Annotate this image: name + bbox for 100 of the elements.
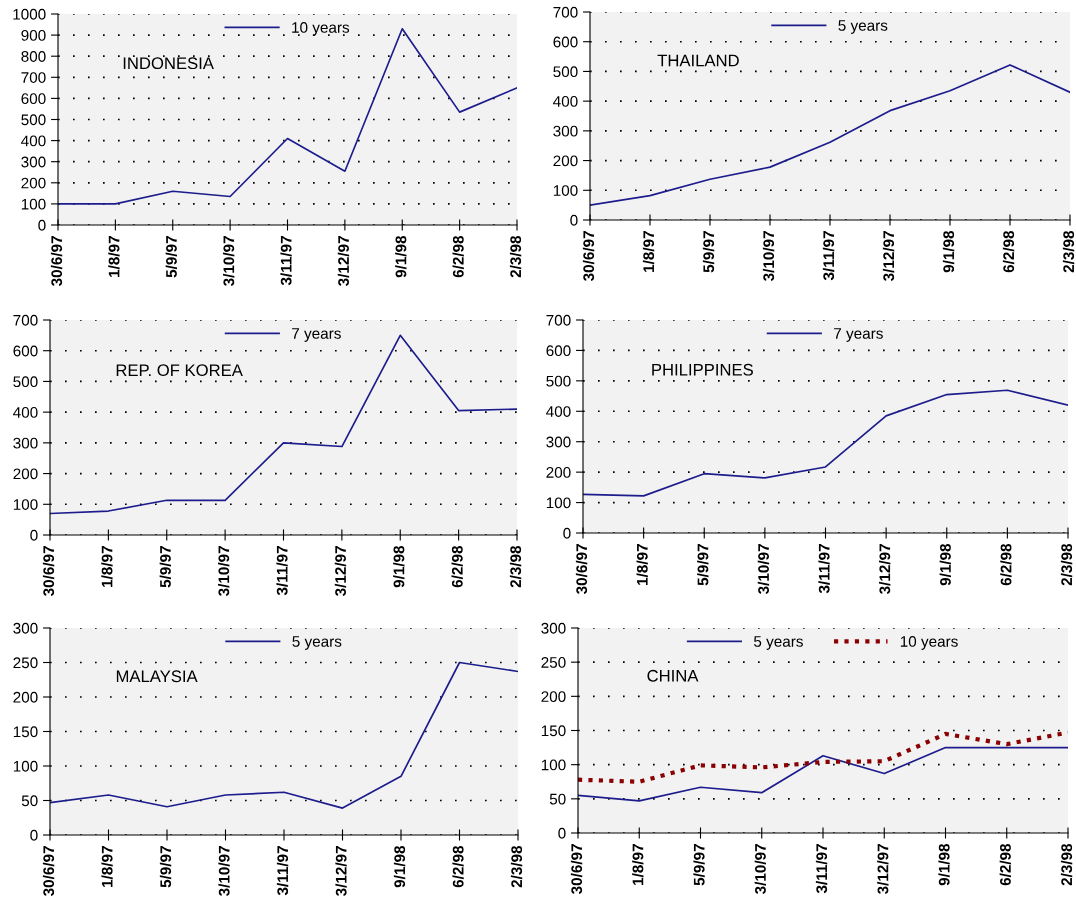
y-tick-label: 600 [21, 93, 46, 105]
x-tick-label: 5/9/97 [165, 236, 178, 278]
x-tick-label: 1/8/97 [101, 846, 113, 887]
x-tick-label: 30/6/97 [582, 231, 595, 282]
x-tick-label: 6/2/98 [999, 843, 1012, 886]
y-tick-label: 500 [553, 66, 578, 78]
legend-label: 7 years [834, 328, 883, 342]
y-tick-label: 400 [13, 407, 38, 418]
text: INDONESIA [123, 57, 214, 70]
y-tick-label: 50 [21, 795, 38, 807]
y-tick-label: 700 [546, 314, 571, 326]
x-tick-label: 3/12/97 [879, 544, 891, 595]
x-tick-label: 3/12/97 [877, 844, 889, 895]
y-tick-label: 200 [13, 691, 38, 703]
x-tick-label: 1/8/97 [642, 231, 655, 272]
x-tick-label: 9/1/98 [393, 545, 405, 588]
x-tick-label: 9/1/98 [939, 543, 952, 586]
y-tick-label: 500 [21, 114, 46, 126]
y-tick-label: 700 [13, 314, 38, 326]
x-tick-label: 3/10/97 [223, 236, 235, 287]
y-tick-label: 600 [13, 345, 38, 357]
y-tick-label: 150 [13, 726, 38, 738]
y-tick-label: 0 [38, 219, 46, 231]
y-tick-label: 100 [541, 759, 566, 771]
line-series [578, 746, 1068, 802]
x-tick-label: 5/9/97 [159, 546, 172, 588]
y-tick-label: 250 [541, 657, 566, 668]
x-tick-label: 9/1/98 [395, 235, 407, 278]
y-tick-label: 700 [21, 72, 46, 83]
x-tick-label: 30/6/97 [42, 546, 55, 597]
x-tick-label: 3/10/97 [218, 846, 230, 897]
x-tick-label: 9/1/98 [942, 230, 955, 273]
y-tick-label: 0 [563, 527, 571, 539]
x-tick-label: 5/9/97 [697, 544, 709, 586]
y-tick-label: 0 [558, 827, 566, 839]
y-tick-label: 300 [21, 156, 46, 168]
y-tick-label: 600 [553, 36, 578, 48]
text: MALAYSIA [116, 670, 198, 683]
x-tick-label: 3/12/97 [882, 231, 895, 282]
y-tick-label: 300 [546, 436, 571, 448]
y-tick-label: 200 [546, 467, 571, 478]
line-series [50, 661, 518, 809]
y-tick-label: 500 [13, 376, 38, 388]
y-tick-label: 400 [21, 135, 46, 147]
x-tick-label: 1/8/97 [101, 546, 113, 587]
y-tick-label: 100 [21, 198, 46, 210]
x-tick-label: 1/8/97 [636, 544, 648, 585]
line-series [583, 389, 1068, 497]
x-tick-label: 2/3/98 [510, 845, 523, 888]
x-tick-label: 1/8/97 [108, 236, 120, 277]
x-tick-label: 2/3/98 [1060, 843, 1073, 886]
y-tick-label: 300 [541, 622, 566, 634]
y-tick-label: 300 [553, 125, 578, 137]
y-tick-label: 50 [549, 793, 566, 805]
legend-label: 10 years [292, 22, 350, 36]
x-tick-label: 1/8/97 [632, 844, 644, 885]
x-tick-label: 5/9/97 [693, 844, 705, 886]
x-tick-label: 2/3/98 [509, 235, 522, 278]
y-tick-label: 0 [30, 529, 38, 541]
y-tick-label: 500 [546, 375, 571, 387]
x-tick-label: 6/2/98 [1002, 230, 1015, 273]
x-tick-label: 3/11/97 [280, 236, 292, 286]
y-tick-label: 400 [553, 96, 578, 107]
x-tick-label: 30/6/97 [42, 846, 55, 897]
y-tick-label: 100 [13, 760, 38, 772]
x-tick-label: 3/11/97 [822, 231, 835, 281]
x-tick-label: 2/3/98 [1060, 543, 1073, 586]
x-tick-label: 3/10/97 [754, 844, 767, 895]
legend-label: 5 years [292, 636, 342, 650]
y-tick-label: 200 [541, 691, 566, 703]
y-tick-label: 1000 [13, 8, 46, 20]
y-tick-label: 0 [30, 829, 38, 841]
x-tick-label: 6/2/98 [1000, 543, 1012, 586]
x-tick-label: 3/11/97 [276, 846, 289, 896]
y-tick-label: 300 [13, 437, 38, 449]
x-tick-label: 6/2/98 [452, 235, 464, 278]
y-tick-label: 100 [13, 499, 38, 510]
y-tick-label: 900 [21, 29, 46, 41]
y-tick-label: 100 [546, 497, 571, 509]
y-tick-label: 100 [553, 185, 578, 196]
y-tick-label: 700 [553, 6, 578, 18]
y-tick-label: 300 [13, 622, 38, 634]
x-tick-label: 5/9/97 [159, 846, 172, 888]
y-tick-label: 600 [546, 345, 571, 357]
x-tick-label: 3/12/97 [334, 546, 347, 597]
x-tick-label: 3/11/97 [276, 546, 288, 596]
x-tick-label: 30/6/97 [50, 236, 63, 287]
x-tick-label: 3/10/97 [762, 231, 775, 282]
y-tick-label: 250 [13, 657, 38, 669]
x-tick-label: 30/6/97 [570, 844, 583, 895]
x-tick-label: 6/2/98 [452, 845, 464, 888]
y-tick-label: 800 [21, 51, 46, 62]
x-tick-label: 2/3/98 [509, 545, 522, 588]
y-tick-label: 200 [13, 468, 38, 480]
x-tick-label: 2/3/98 [1062, 230, 1075, 273]
y-tick-label: 200 [553, 155, 578, 167]
x-tick-label: 5/9/97 [702, 231, 715, 273]
x-tick-label: 3/12/97 [337, 236, 350, 287]
text: REP. OF KOREA [116, 364, 243, 377]
y-tick-label: 400 [546, 406, 571, 417]
